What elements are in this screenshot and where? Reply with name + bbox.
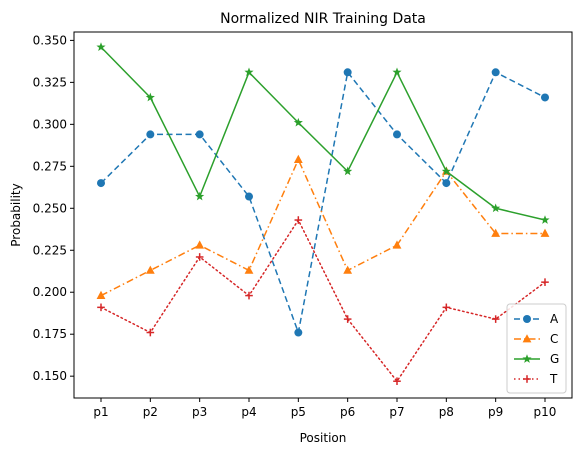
- series-g-point: [343, 166, 353, 176]
- series-t-point: [442, 303, 451, 312]
- x-tick-label: p4: [241, 405, 256, 419]
- series-c-point: [491, 228, 501, 237]
- y-tick-label: 0.300: [33, 117, 67, 131]
- series-g-point: [244, 67, 254, 77]
- legend-t-marker: [523, 375, 531, 383]
- x-axis-label: Position: [300, 431, 347, 445]
- series-g-point: [540, 215, 550, 224]
- series-c-point: [392, 240, 402, 249]
- series-t-point: [97, 303, 105, 312]
- series-a-point: [343, 68, 352, 77]
- y-tick-label: 0.275: [33, 159, 67, 173]
- x-tick-label: p5: [291, 405, 306, 419]
- series-t-point: [541, 278, 549, 286]
- legend-g-label: G: [550, 352, 559, 366]
- legend-c-label: C: [550, 332, 558, 346]
- legend-a-marker: [523, 315, 531, 323]
- x-tick-label: p8: [439, 405, 454, 419]
- series-t-point: [393, 377, 401, 386]
- legend-box: [506, 303, 567, 394]
- series-c-point: [343, 265, 353, 274]
- series-c-point: [293, 154, 303, 163]
- series-t-point: [195, 253, 204, 261]
- series-c-line: [100, 158, 545, 297]
- x-tick-label: p6: [340, 405, 355, 419]
- series-t-point: [491, 315, 500, 323]
- series-g-point: [96, 42, 106, 51]
- series-t-point: [245, 291, 253, 300]
- series-g-point: [441, 166, 451, 176]
- y-tick-label: 0.250: [33, 201, 67, 215]
- plot-frame: [73, 31, 573, 399]
- chart-title: Normalized NIR Training Data: [220, 11, 426, 27]
- series-c-point: [540, 228, 550, 237]
- x-tick-label: p9: [488, 405, 503, 419]
- series-t-point: [343, 315, 352, 323]
- series-a-line: [100, 71, 546, 334]
- series-t-point: [294, 216, 303, 224]
- series-a-point: [541, 93, 549, 102]
- y-axis-label: Probability: [9, 183, 23, 246]
- series-a-point: [97, 179, 105, 188]
- series-g-point: [293, 117, 303, 127]
- legend-g-marker: [522, 354, 532, 363]
- y-tick-label: 0.200: [33, 285, 67, 299]
- y-tick-label: 0.325: [33, 75, 67, 89]
- series-a-point: [146, 130, 155, 139]
- series-c-point: [96, 290, 106, 299]
- series-a-point: [245, 192, 253, 201]
- y-tick-label: 0.175: [33, 327, 67, 341]
- legend-a-label: A: [550, 312, 559, 326]
- series-c-point: [244, 265, 254, 274]
- series-g-point: [392, 67, 402, 77]
- y-tick-label: 0.150: [33, 369, 67, 383]
- legend-c-marker: [522, 334, 532, 343]
- series-c-point: [195, 240, 205, 249]
- x-tick-label: p2: [143, 405, 158, 419]
- series-a-point: [294, 328, 303, 337]
- series-t-line: [100, 219, 546, 382]
- series-a-point: [393, 130, 401, 139]
- series-c-point: [145, 265, 155, 274]
- series-g-point: [145, 92, 155, 102]
- legend-t-label: T: [549, 372, 558, 386]
- series-g-point: [491, 203, 501, 213]
- x-tick-label: p1: [93, 405, 108, 419]
- y-tick-label: 0.350: [33, 33, 67, 47]
- series-g-point: [195, 191, 205, 201]
- series-a-point: [442, 179, 451, 188]
- series-g-line: [100, 46, 546, 221]
- y-tick-label: 0.225: [33, 243, 67, 257]
- series-a-point: [491, 68, 500, 77]
- x-tick-label: p3: [192, 405, 207, 419]
- x-tick-label: p7: [389, 405, 404, 419]
- x-tick-label: p10: [534, 405, 557, 419]
- series-a-point: [195, 130, 204, 139]
- series-t-point: [146, 328, 155, 337]
